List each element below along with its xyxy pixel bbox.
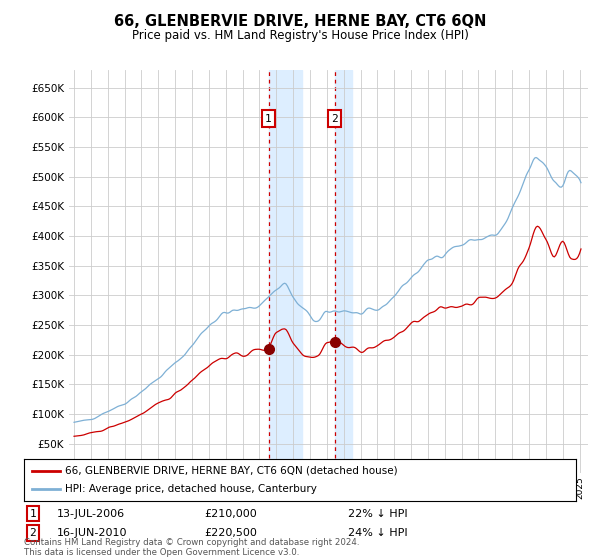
Text: 2: 2	[29, 528, 37, 538]
Text: £210,000: £210,000	[204, 508, 257, 519]
Text: 16-JUN-2010: 16-JUN-2010	[57, 528, 128, 538]
Bar	[335, 70, 352, 473]
Bar	[269, 70, 302, 473]
Text: 66, GLENBERVIE DRIVE, HERNE BAY, CT6 6QN: 66, GLENBERVIE DRIVE, HERNE BAY, CT6 6QN	[114, 14, 486, 29]
Text: 13-JUL-2006: 13-JUL-2006	[57, 508, 125, 519]
Text: £220,500: £220,500	[204, 528, 257, 538]
Text: 1: 1	[265, 114, 272, 124]
Text: 1: 1	[29, 508, 37, 519]
Text: Price paid vs. HM Land Registry's House Price Index (HPI): Price paid vs. HM Land Registry's House …	[131, 29, 469, 42]
Text: 2: 2	[331, 114, 338, 124]
Text: Contains HM Land Registry data © Crown copyright and database right 2024.
This d: Contains HM Land Registry data © Crown c…	[24, 538, 359, 557]
Text: 24% ↓ HPI: 24% ↓ HPI	[348, 528, 407, 538]
Text: 22% ↓ HPI: 22% ↓ HPI	[348, 508, 407, 519]
Text: HPI: Average price, detached house, Canterbury: HPI: Average price, detached house, Cant…	[65, 484, 317, 494]
Text: 66, GLENBERVIE DRIVE, HERNE BAY, CT6 6QN (detached house): 66, GLENBERVIE DRIVE, HERNE BAY, CT6 6QN…	[65, 466, 398, 476]
